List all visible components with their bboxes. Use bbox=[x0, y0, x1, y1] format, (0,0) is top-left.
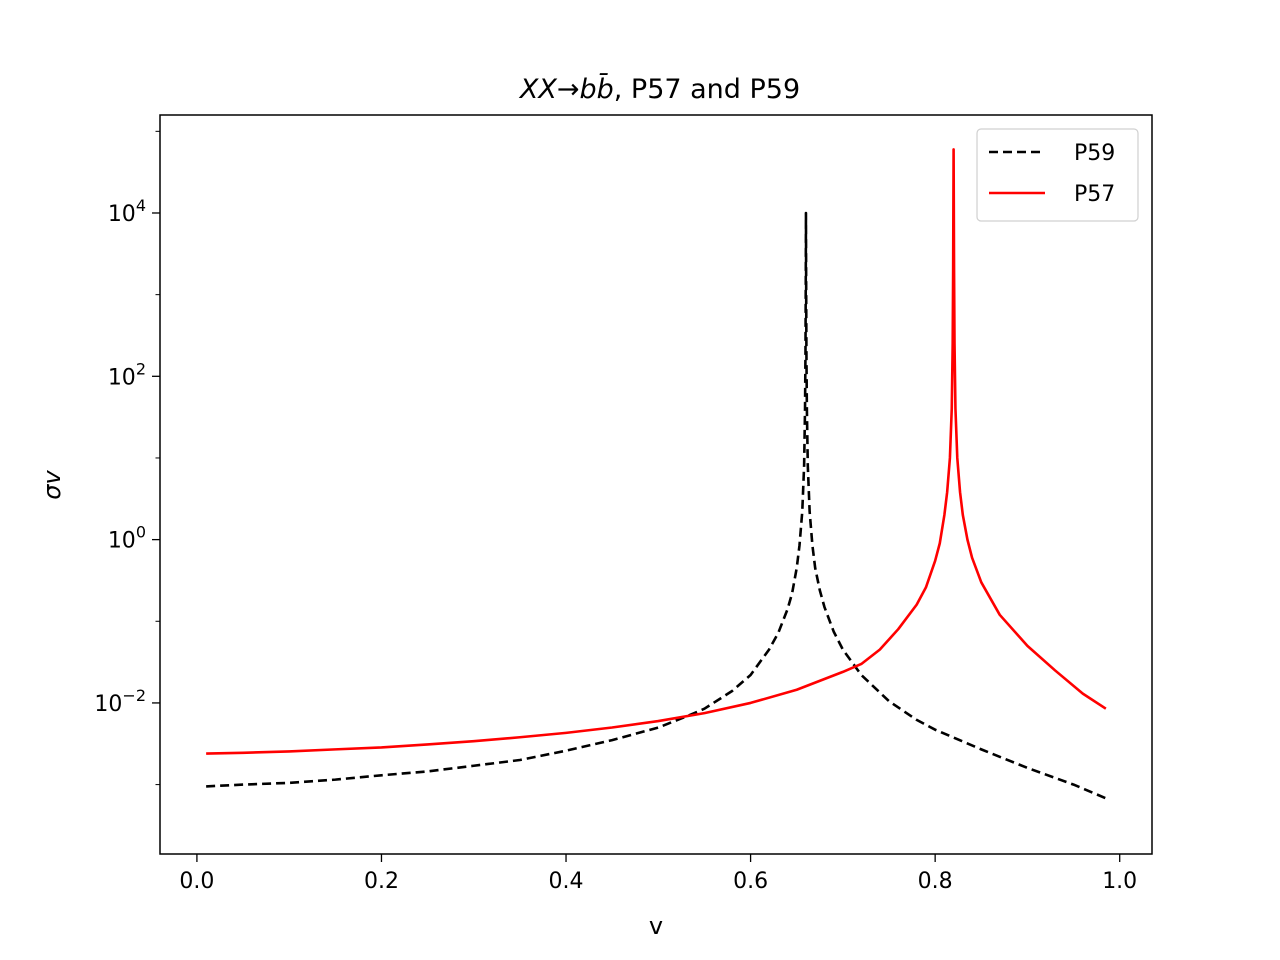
y-tick-label: 10−2 bbox=[94, 686, 146, 717]
y-tick-label: 102 bbox=[108, 359, 146, 390]
chart-title: XX→bb̄, P57 and P59 bbox=[518, 73, 800, 105]
series-layer bbox=[206, 148, 1107, 800]
chart-title-rest: , P57 and P59 bbox=[614, 74, 800, 105]
x-tick-label: 0.8 bbox=[918, 869, 953, 894]
legend-label-p57: P57 bbox=[1074, 182, 1115, 207]
y-tick-label: 104 bbox=[108, 196, 146, 227]
legend-label-p59: P59 bbox=[1074, 141, 1115, 166]
x-axis-label: v bbox=[649, 912, 663, 940]
legend: P59 P57 bbox=[976, 128, 1139, 222]
series-line-p59 bbox=[206, 211, 1107, 800]
x-ticks: 0.0 0.2 0.4 0.6 0.8 1.0 bbox=[179, 854, 1137, 894]
y-axis-label: σv bbox=[38, 470, 66, 500]
x-tick-label: 0.2 bbox=[364, 869, 399, 894]
x-tick-label: 0.6 bbox=[733, 869, 768, 894]
x-tick-label: 1.0 bbox=[1102, 869, 1137, 894]
series-line-p57 bbox=[206, 148, 1107, 755]
x-tick-label: 0.4 bbox=[549, 869, 584, 894]
chart-title-main: XX→bb̄ bbox=[518, 73, 614, 105]
x-tick-label: 0.0 bbox=[179, 869, 214, 894]
y-ticks: 10−2 100 102 104 bbox=[94, 130, 160, 786]
y-tick-label: 100 bbox=[108, 523, 146, 554]
plot-frame bbox=[159, 114, 1153, 855]
